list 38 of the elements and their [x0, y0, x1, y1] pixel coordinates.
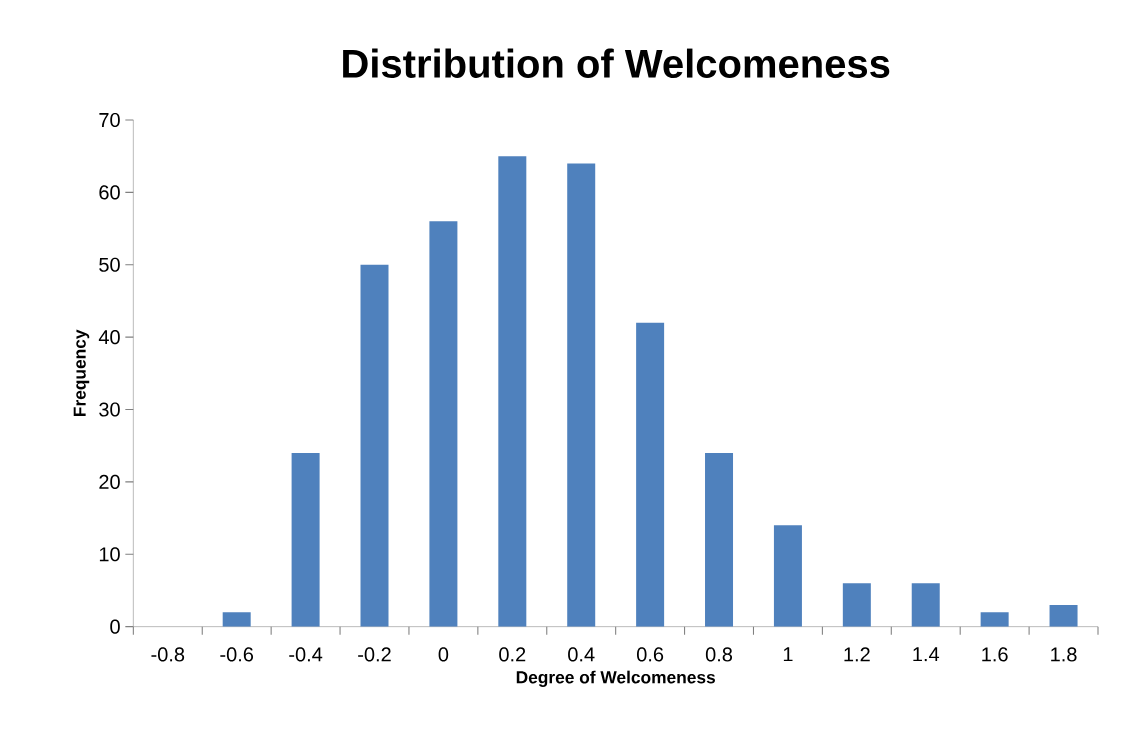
- bar: [429, 221, 458, 627]
- bar: [705, 452, 734, 627]
- x-tick-label: -0.2: [358, 647, 391, 662]
- x-tick-label: 0.4: [568, 647, 595, 662]
- x-tick-label: 1: [783, 647, 793, 662]
- bar: [842, 583, 871, 627]
- y-tick-label: 40: [98, 330, 120, 345]
- bar: [773, 525, 802, 627]
- bar: [360, 264, 389, 627]
- x-tick-label: 1.8: [1051, 647, 1077, 662]
- y-tick-label: 70: [99, 112, 120, 128]
- bar: [980, 612, 1009, 627]
- x-tick-label: 0.8: [705, 647, 733, 662]
- y-tick-label: 30: [99, 402, 120, 417]
- x-tick-label: 1.6: [982, 647, 1008, 662]
- x-tick-label: 1.4: [913, 647, 940, 662]
- x-axis-title: Degree of Welcomeness: [516, 670, 715, 687]
- x-tick-label: -0.8: [151, 647, 185, 662]
- bar: [222, 612, 251, 627]
- chart-title: Distribution of Welcomeness: [343, 48, 890, 78]
- y-tick-label: 20: [99, 474, 120, 489]
- x-tick-label: -0.4: [289, 647, 323, 662]
- y-tick-label: 60: [99, 185, 120, 200]
- x-tick-label: 0: [438, 647, 449, 662]
- x-tick-label: 0.2: [499, 647, 526, 662]
- x-tick-label: -0.6: [220, 647, 254, 662]
- y-tick-label: 0: [110, 619, 120, 634]
- x-tick-label: 0.6: [636, 647, 664, 662]
- bar: [1049, 604, 1078, 627]
- y-tick-label: 10: [99, 547, 120, 562]
- bar: [498, 156, 527, 627]
- bar: [636, 322, 665, 627]
- y-axis-title: Frequency: [73, 329, 90, 416]
- y-tick-label: 50: [99, 257, 120, 272]
- bar: [911, 583, 940, 627]
- x-tick-label: 1.2: [844, 647, 870, 662]
- bar: [567, 163, 596, 627]
- bar: [291, 452, 320, 627]
